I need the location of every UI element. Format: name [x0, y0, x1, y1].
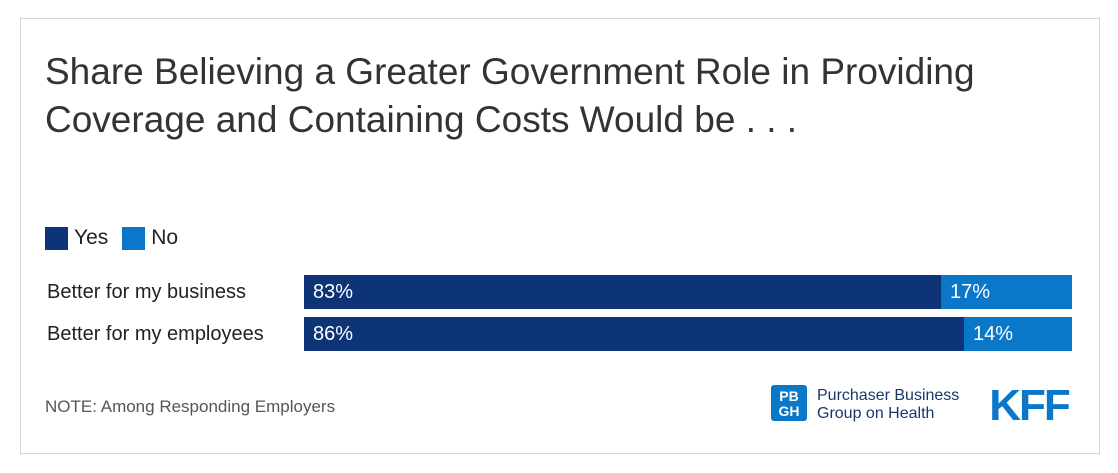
- bar-no: 14%: [964, 317, 1072, 351]
- pbgh-mark-bottom: GH: [779, 403, 800, 419]
- pbgh-mark-top: PB: [779, 388, 798, 404]
- bar-value-label: 86%: [313, 322, 354, 345]
- chart-note: NOTE: Among Responding Employers: [45, 397, 336, 416]
- legend-label-yes: Yes: [74, 226, 109, 249]
- kff-logo-icon: KFF: [989, 384, 1072, 424]
- pbgh-logo-box: [771, 385, 807, 421]
- category-label: Better for my employees: [47, 323, 264, 345]
- pbgh-logo-text: Purchaser Business Group on Health: [817, 387, 959, 423]
- bar-yes: 86%: [304, 317, 964, 351]
- kff-logo-text: KFF: [989, 384, 1070, 424]
- chart-title: Share Believing a Greater Government Rol…: [45, 51, 975, 140]
- legend-item-yes: Yes: [45, 226, 108, 250]
- pbgh-logo-icon: PB GH: [771, 385, 807, 421]
- bar-value-label: 83%: [313, 280, 354, 303]
- chart-frame: [20, 18, 1100, 454]
- legend-label-no: No: [151, 226, 179, 249]
- legend: Yes No: [45, 226, 192, 250]
- legend-item-no: No: [122, 226, 178, 250]
- pbgh-line2: Group on Health: [817, 405, 935, 422]
- bar-value-label: 14%: [973, 322, 1014, 345]
- bar-yes: 83%: [304, 275, 941, 309]
- legend-swatch-yes: [45, 226, 68, 250]
- category-label: Better for my business: [47, 281, 246, 303]
- bar-no: 17%: [941, 275, 1072, 309]
- pbgh-line1: Purchaser Business: [817, 387, 960, 404]
- bar-value-label: 17%: [950, 280, 991, 303]
- legend-swatch-no: [122, 226, 146, 250]
